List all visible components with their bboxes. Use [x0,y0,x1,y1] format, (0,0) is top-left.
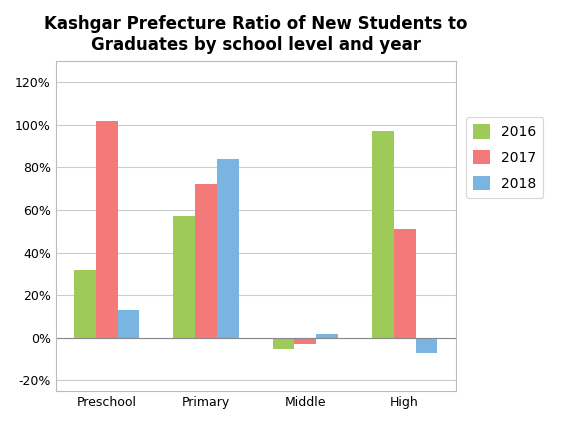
Bar [316,334,338,338]
Bar [74,270,96,338]
Bar [195,184,217,338]
Bar [372,131,394,338]
Bar [273,338,294,349]
Bar [415,338,437,353]
Title: Kashgar Prefecture Ratio of New Students to
Graduates by school level and year: Kashgar Prefecture Ratio of New Students… [44,15,467,54]
Bar [217,159,239,338]
Bar [294,338,316,344]
Bar [394,229,415,338]
Bar [173,216,195,338]
Bar [96,120,117,338]
Legend: 2016, 2017, 2018: 2016, 2017, 2018 [467,117,543,198]
Bar [117,310,140,338]
